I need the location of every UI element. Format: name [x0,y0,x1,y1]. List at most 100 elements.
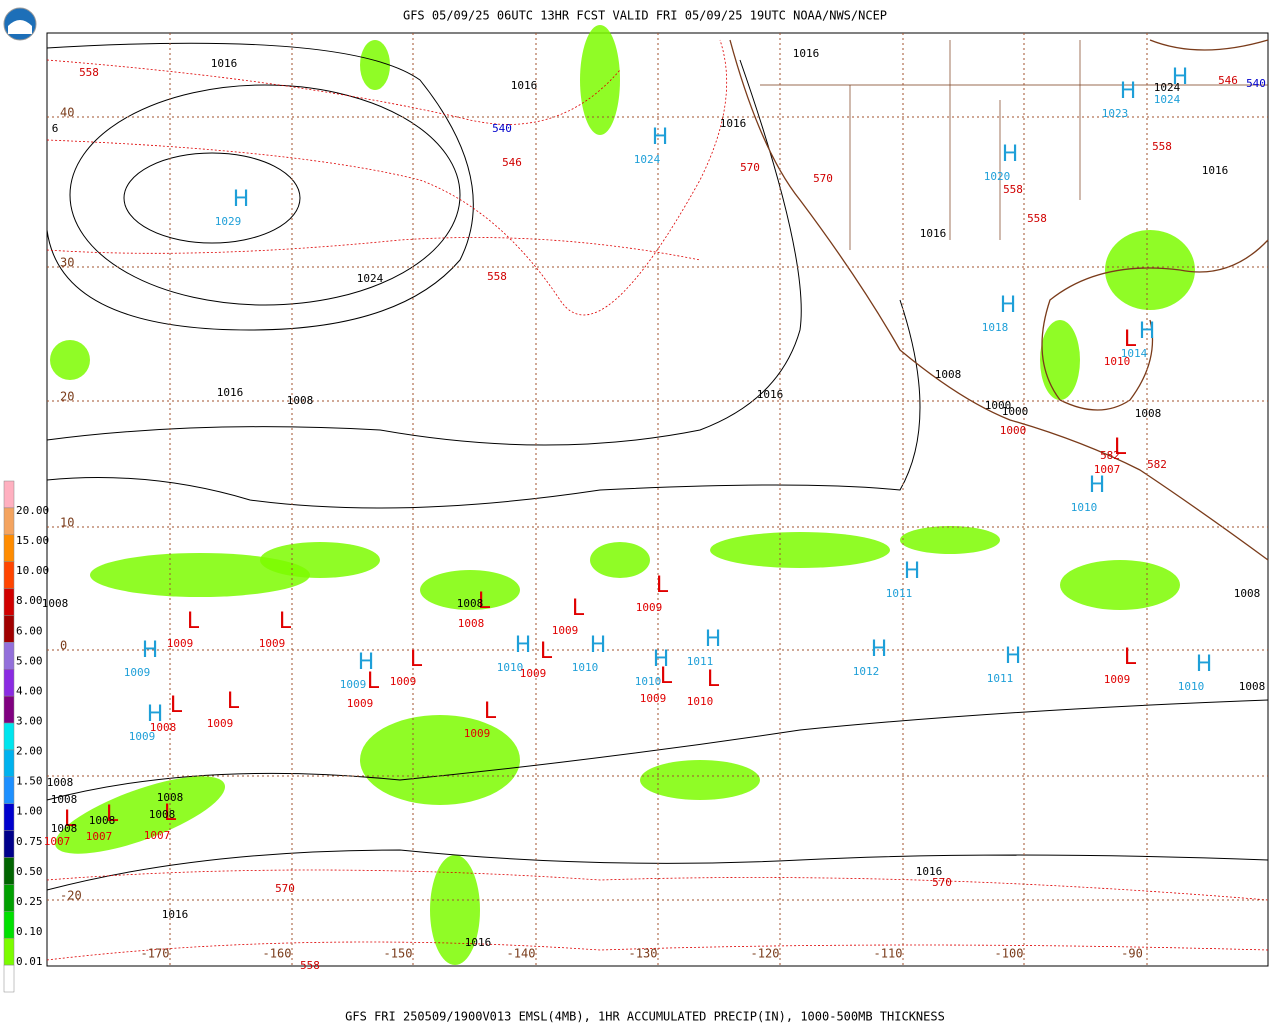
high-pressure: 1011 [886,587,913,600]
low-pressure: 1009 [636,601,663,614]
low-pressure: 1007 [1094,463,1121,476]
high-symbol: H [233,187,250,212]
legend-label: 0.01 [16,955,43,968]
noaa-logo-bird [8,20,32,34]
isobar-label: 1016 [720,117,747,130]
legend-label: 5.00 [16,654,43,667]
thickness-label: 540 [492,122,512,135]
low-pressure: 1009 [464,727,491,740]
high-pressure: 1010 [497,661,524,674]
legend-swatch [3,857,15,885]
high-pressure: 1024 [634,153,661,166]
legend-swatch [3,695,15,724]
isobar-label: 1016 [511,79,538,92]
isobar-label: 1016 [211,57,238,70]
legend-label: 0.25 [16,895,43,908]
high-pressure: 1029 [215,215,242,228]
low-symbol: L [540,639,553,664]
isobar-label: 1000 [985,399,1012,412]
legend-swatch [3,561,15,589]
thickness-label: 558 [1152,140,1172,153]
legend-label: 6.00 [16,624,43,637]
high-pressure: 1010 [1178,680,1205,693]
isobar-label: 1016 [465,936,492,949]
low-pressure: 1008 [150,721,177,734]
lon-label: -100 [995,947,1024,961]
lon-label: -150 [384,947,413,961]
high-symbol: H [1002,142,1019,167]
legend-swatch [3,749,15,778]
map-title: GFS 05/09/25 06UTC 13HR FCST VALID FRI 0… [403,9,887,23]
lon-label: -170 [141,947,170,961]
high-symbol: H [705,627,722,652]
lon-label: -120 [751,947,780,961]
high-pressure: 1020 [984,170,1011,183]
low-symbol: L [170,693,183,718]
high-pressure: 1009 [124,666,151,679]
isobar-label: 6 [52,122,59,135]
high-symbol: H [1120,79,1137,104]
low-pressure: 1009 [520,667,547,680]
lat-label: 30 [60,256,74,270]
lat-label: 0 [60,639,67,653]
legend-label: 2.00 [16,745,43,758]
low-symbol: L [279,609,292,634]
thickness-label: 570 [813,172,833,185]
lon-label: -130 [629,947,658,961]
high-pressure: 1009 [129,730,156,743]
legend-swatch [3,669,15,697]
high-symbol: H [590,633,607,658]
legend-label: 0.75 [16,835,43,848]
legend-swatch [3,830,15,858]
isobar-label: 1016 [916,865,943,878]
isobar-label: 1008 [51,822,78,835]
isobar-label: 1008 [287,394,314,407]
high-symbol: H [871,637,888,662]
low-symbol: L [367,669,380,694]
lon-label: -160 [263,947,292,961]
low-symbol: L [1124,645,1137,670]
high-symbol: H [1139,319,1156,344]
high-pressure: 1010 [635,675,662,688]
low-pressure: 1009 [167,637,194,650]
lat-label: 10 [60,516,74,530]
isobar-label: 1008 [157,791,184,804]
high-symbol: H [1172,65,1189,90]
isobar-label: 1008 [51,793,78,806]
low-symbol: L [227,689,240,714]
high-symbol: H [515,633,532,658]
isobar-label: 1024 [357,272,384,285]
precip-legend: 20.00 15.00 10.00 8.00 6.00 5.00 4.00 3.00 2.00 1… [3,480,49,993]
thickness-label: 582 [1100,449,1120,462]
legend-swatch [3,884,15,912]
low-pressure: 1007 [44,835,71,848]
legend-swatch [3,507,15,536]
high-symbol: H [147,702,164,727]
legend-swatch [3,937,15,966]
high-symbol: H [358,650,375,675]
low-pressure: 1009 [390,675,417,688]
high-symbol: H [1089,473,1106,498]
isobar-label: 1008 [42,597,69,610]
precip-areas [50,25,1195,965]
thickness-label: 558 [1027,212,1047,225]
high-symbol: H [1005,644,1022,669]
legend-label: 15.00 [16,534,49,547]
low-symbol: L [1124,327,1137,352]
legend-label: 0.50 [16,865,43,878]
lon-label: -90 [1121,947,1143,961]
isobar-label: 1008 [1135,407,1162,420]
thickness-label: 546 [1218,74,1238,87]
low-symbol: L [187,609,200,634]
low-symbol: L [478,589,491,614]
lat-label: -20 [60,889,82,903]
isobar-label: 1016 [1202,164,1229,177]
low-pressure: 1007 [86,830,113,843]
thickness-label: 558 [300,959,320,972]
isobar-label: 1008 [1239,680,1266,693]
isobar-label: 1008 [47,776,74,789]
high-pressure: 1010 [1071,501,1098,514]
high-pressure: 1012 [853,665,880,678]
lat-lon-grid [47,33,1268,966]
legend-label: 1.50 [16,775,43,788]
